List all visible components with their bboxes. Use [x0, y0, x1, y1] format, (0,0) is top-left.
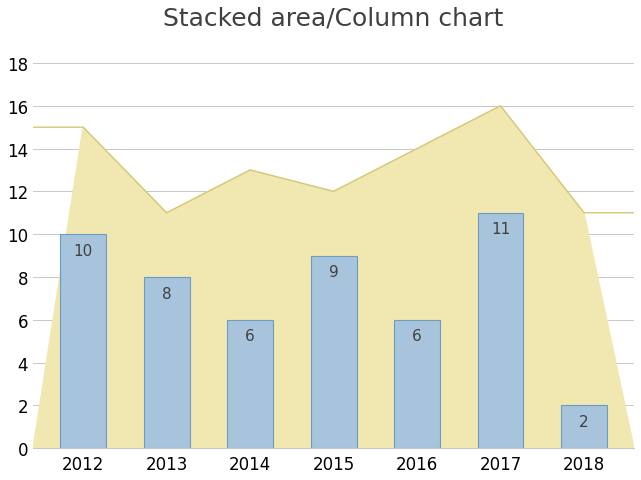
- Text: 8: 8: [162, 286, 171, 301]
- Bar: [144, 277, 190, 448]
- Text: 11: 11: [491, 222, 510, 237]
- Text: 6: 6: [246, 329, 255, 344]
- Bar: [311, 256, 356, 448]
- Text: 10: 10: [74, 243, 93, 258]
- Text: 9: 9: [329, 264, 338, 279]
- Bar: [394, 320, 440, 448]
- Text: 6: 6: [412, 329, 422, 344]
- Bar: [60, 235, 106, 448]
- Text: 2: 2: [579, 414, 589, 429]
- Polygon shape: [33, 107, 634, 448]
- Bar: [227, 320, 273, 448]
- Bar: [561, 406, 607, 448]
- Bar: [478, 213, 524, 448]
- Title: Stacked area/Column chart: Stacked area/Column chart: [163, 7, 504, 31]
